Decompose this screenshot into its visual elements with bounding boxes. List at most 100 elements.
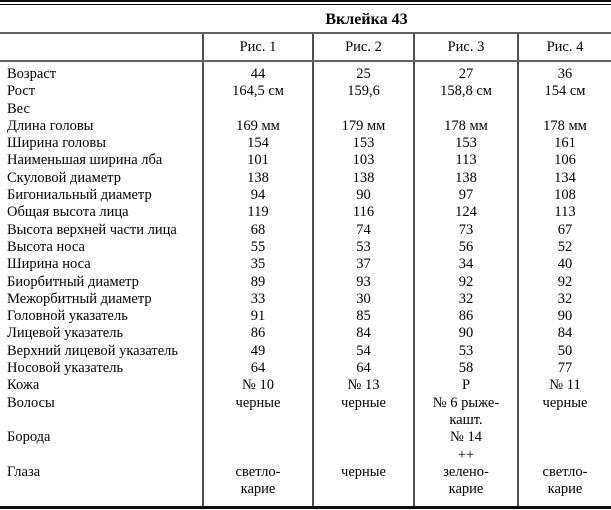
table-row: Рост 164,5 см 159,6 158,8 см 154 см xyxy=(0,83,611,101)
cell: 113 xyxy=(517,204,611,222)
cell: 138 xyxy=(312,169,413,188)
spacer-cell xyxy=(202,498,312,507)
cell: 64 xyxy=(312,360,413,378)
table-row: Волосы черные черные № 6 рыже- кашт. черные xyxy=(0,394,611,430)
cell: 36 xyxy=(517,66,611,84)
cell: 138 xyxy=(413,169,517,188)
spacer-cell xyxy=(413,498,517,507)
cell xyxy=(312,429,413,464)
cell: 49 xyxy=(202,342,312,361)
cell xyxy=(202,100,312,118)
table-row: Носовой указатель 64 64 58 77 xyxy=(0,360,611,378)
spacer-cell xyxy=(202,62,312,66)
cell: 89 xyxy=(202,273,312,291)
table-row: Ширина носа 35 37 34 40 xyxy=(0,256,611,274)
table-row: Глаза светло- карие черные зелено- карие све… xyxy=(0,463,611,499)
cell: 33 xyxy=(202,290,312,309)
cell: 64 xyxy=(202,360,312,378)
cell: 101 xyxy=(202,152,312,170)
row-label: Общая высота лица xyxy=(7,204,129,221)
column-header-fig4: Рис. 4 xyxy=(517,34,611,60)
cell: 44 xyxy=(202,66,312,84)
cell: 32 xyxy=(413,290,517,309)
row-label: Глаза xyxy=(7,463,41,480)
cell: 91 xyxy=(202,308,312,326)
body-bottom-spacer xyxy=(0,498,611,507)
row-label: Головной указатель xyxy=(7,308,128,325)
cell: № 14 ++ xyxy=(413,429,517,464)
spacer-cell xyxy=(517,498,611,507)
cell: 30 xyxy=(312,290,413,309)
cell: 52 xyxy=(517,238,611,257)
cell: 53 xyxy=(312,238,413,257)
row-label: Высота носа xyxy=(7,238,85,255)
cell: 50 xyxy=(517,342,611,361)
cell xyxy=(517,100,611,118)
cell: светло- карие xyxy=(517,463,611,499)
row-label: Вес xyxy=(7,100,30,117)
cell: 56 xyxy=(413,238,517,257)
cell: 84 xyxy=(312,325,413,343)
cell: 90 xyxy=(312,187,413,205)
cell: № 10 xyxy=(202,377,312,395)
column-header-fig3: Рис. 3 xyxy=(413,34,517,60)
row-label: Межорбитный диаметр xyxy=(7,290,152,307)
row-label: Ширина носа xyxy=(7,256,91,273)
cell: 84 xyxy=(517,325,611,343)
table-header-row: Рис. 1 Рис. 2 Рис. 3 Рис. 4 xyxy=(0,32,611,62)
cell: 55 xyxy=(202,238,312,257)
cell: 25 xyxy=(312,66,413,84)
cell: 154 xyxy=(202,135,312,153)
cell xyxy=(517,429,611,464)
cell: 90 xyxy=(517,308,611,326)
cell: 94 xyxy=(202,187,312,205)
table-row: Верхний лицевой указатель 49 54 53 50 xyxy=(0,342,611,361)
top-double-rule xyxy=(0,0,611,5)
cell: 179 мм xyxy=(312,117,413,136)
table-row: Ширина головы 154 153 153 161 xyxy=(0,135,611,153)
cell xyxy=(202,429,312,464)
row-label: Кожа xyxy=(7,377,40,394)
cell: № 11 xyxy=(517,377,611,395)
row-label: Рост xyxy=(7,83,36,100)
cell: 35 xyxy=(202,256,312,274)
header-spacer-cell xyxy=(0,34,202,60)
cell: 40 xyxy=(517,256,611,274)
cell: 138 xyxy=(202,169,312,188)
cell: 32 xyxy=(517,290,611,309)
cell: черные xyxy=(312,394,413,430)
table-row: Борода № 14 ++ xyxy=(0,429,611,464)
table-row: Межорбитный диаметр 33 30 32 32 xyxy=(0,290,611,309)
cell: 74 xyxy=(312,221,413,239)
row-label: Длина головы xyxy=(7,117,94,134)
cell: 178 мм xyxy=(517,117,611,136)
cell: 113 xyxy=(413,152,517,170)
bottom-rule xyxy=(0,506,611,510)
cell: 153 xyxy=(312,135,413,153)
cell: черные xyxy=(517,394,611,430)
table-row: Высота верхней части лица 68 74 73 67 xyxy=(0,221,611,239)
row-label: Лицевой указатель xyxy=(7,325,124,342)
row-label: Высота верхней части лица xyxy=(7,221,177,238)
cell: 169 мм xyxy=(202,117,312,136)
cell: 53 xyxy=(413,342,517,361)
table-body: Возраст 44 25 27 36 Рост 164,5 см 159,6 158,8 см… xyxy=(0,66,611,499)
cell: 27 xyxy=(413,66,517,84)
cell: 158,8 см xyxy=(413,83,517,101)
cell: 97 xyxy=(413,187,517,205)
cell: 134 xyxy=(517,169,611,188)
cell: 86 xyxy=(413,308,517,326)
cell: 159,6 xyxy=(312,83,413,101)
cell: 119 xyxy=(202,204,312,222)
cell: черные xyxy=(312,463,413,499)
table-row: Возраст 44 25 27 36 xyxy=(0,66,611,84)
spacer-cell xyxy=(312,498,413,507)
table-row: Лицевой указатель 86 84 90 84 xyxy=(0,325,611,343)
cell: 73 xyxy=(413,221,517,239)
row-label: Носовой указатель xyxy=(7,360,124,377)
cell: светло- карие xyxy=(202,463,312,499)
cell: 103 xyxy=(312,152,413,170)
table-row: Бигониальный диаметр 94 90 97 108 xyxy=(0,187,611,205)
cell: 92 xyxy=(413,273,517,291)
